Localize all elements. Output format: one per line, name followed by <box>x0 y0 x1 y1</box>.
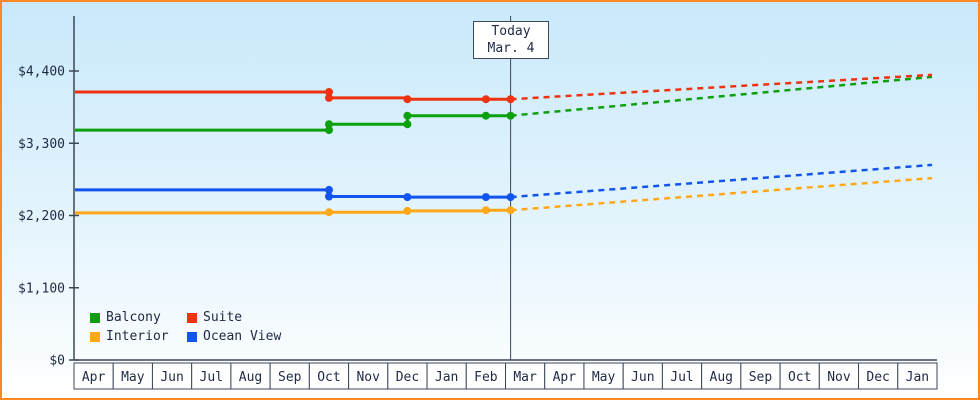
series-marker-interior <box>325 208 333 217</box>
y-tick-label: $0 <box>49 354 65 369</box>
month-cell <box>897 362 938 390</box>
month-label: Apr <box>82 370 106 385</box>
legend-item-interior: Interior <box>90 329 187 344</box>
legend: Balcony Suite Interior Ocean View <box>90 310 281 344</box>
month-label: Oct <box>788 370 811 385</box>
month-cell <box>858 362 899 390</box>
month-label: Jan <box>906 370 929 385</box>
month-label: Sep <box>749 370 773 385</box>
series-marker-suite <box>481 95 490 104</box>
y-tick-label: $1,100 <box>18 281 65 296</box>
series-forecast-ocean-view <box>510 163 933 199</box>
series-marker-today-ocean-view <box>506 193 515 202</box>
series-marker-ocean-view <box>325 192 333 201</box>
series-marker-balcony <box>481 111 490 120</box>
legend-item-suite: Suite <box>187 310 281 325</box>
series-marker-ocean-view <box>481 193 490 202</box>
series-forecast-interior <box>510 176 933 212</box>
series-marker-ocean-view <box>403 193 412 202</box>
series-marker-interior <box>481 206 490 215</box>
series-marker-today-balcony <box>506 111 515 120</box>
series-marker-suite <box>325 88 333 96</box>
month-label: Oct <box>317 370 340 385</box>
series-marker-interior <box>403 206 412 215</box>
month-label: Nov <box>827 370 851 385</box>
series-line-balcony <box>74 114 511 132</box>
legend-label-balcony: Balcony <box>106 310 161 325</box>
y-tick-label: $3,300 <box>18 137 65 152</box>
month-label: May <box>592 370 616 385</box>
balcony-swatch-icon <box>90 312 100 323</box>
month-label: Feb <box>474 370 498 385</box>
month-label: Dec <box>396 370 419 385</box>
month-cell <box>465 362 507 390</box>
legend-item-ocean-view: Ocean View <box>187 329 281 344</box>
month-cell <box>308 362 350 390</box>
y-tick-label: $4,400 <box>18 65 65 80</box>
ocean-view-swatch-icon <box>187 331 197 342</box>
month-label: Mar <box>513 370 537 385</box>
month-label: Jul <box>200 370 223 385</box>
month-cell <box>151 362 193 390</box>
month-cell <box>348 362 389 390</box>
month-cell <box>505 362 546 390</box>
suite-swatch-icon <box>187 312 197 323</box>
series-marker-suite <box>403 95 412 104</box>
series-line-ocean-view <box>74 188 511 199</box>
month-cell <box>818 362 860 390</box>
month-label: Aug <box>710 370 733 385</box>
month-cell <box>544 362 585 390</box>
series-forecast-suite <box>510 73 933 101</box>
series-marker-ocean-view <box>325 185 333 194</box>
interior-swatch-icon <box>90 331 100 342</box>
month-cell <box>387 362 428 390</box>
month-label: Sep <box>278 370 302 385</box>
month-label: Jan <box>435 370 458 385</box>
month-cell <box>740 362 781 390</box>
month-cell <box>191 362 232 390</box>
legend-item-balcony: Balcony <box>90 310 187 325</box>
today-label: Today <box>491 24 531 39</box>
month-label: Aug <box>239 370 262 385</box>
series-marker-today-suite <box>506 95 515 104</box>
legend-label-interior: Interior <box>106 329 169 344</box>
month-label: Jun <box>631 370 654 385</box>
month-cell <box>426 362 467 390</box>
legend-label-suite: Suite <box>203 310 243 325</box>
month-label: May <box>121 370 145 385</box>
month-cell <box>73 362 114 390</box>
series-forecast-balcony <box>510 75 933 117</box>
month-label: Nov <box>356 370 380 385</box>
month-label: Apr <box>553 370 577 385</box>
series-marker-balcony <box>325 126 333 135</box>
series-marker-today-interior <box>506 206 515 215</box>
today-date: Mar. 4 <box>487 41 535 56</box>
month-cell <box>701 362 742 390</box>
month-label: Jul <box>670 370 693 385</box>
series-marker-balcony <box>403 120 412 129</box>
month-label: Jun <box>160 370 183 385</box>
series-marker-balcony <box>325 120 333 129</box>
month-cell <box>583 362 624 390</box>
today-marker-box: Today Mar. 4 <box>473 21 549 59</box>
series-marker-suite <box>325 93 333 102</box>
month-label: Dec <box>866 370 889 385</box>
y-tick-label: $2,200 <box>18 209 65 224</box>
month-cell <box>269 362 310 390</box>
legend-label-ocean-view: Ocean View <box>203 329 282 344</box>
series-marker-balcony <box>403 111 412 120</box>
series-line-interior <box>74 208 511 215</box>
series-line-suite <box>74 90 511 101</box>
